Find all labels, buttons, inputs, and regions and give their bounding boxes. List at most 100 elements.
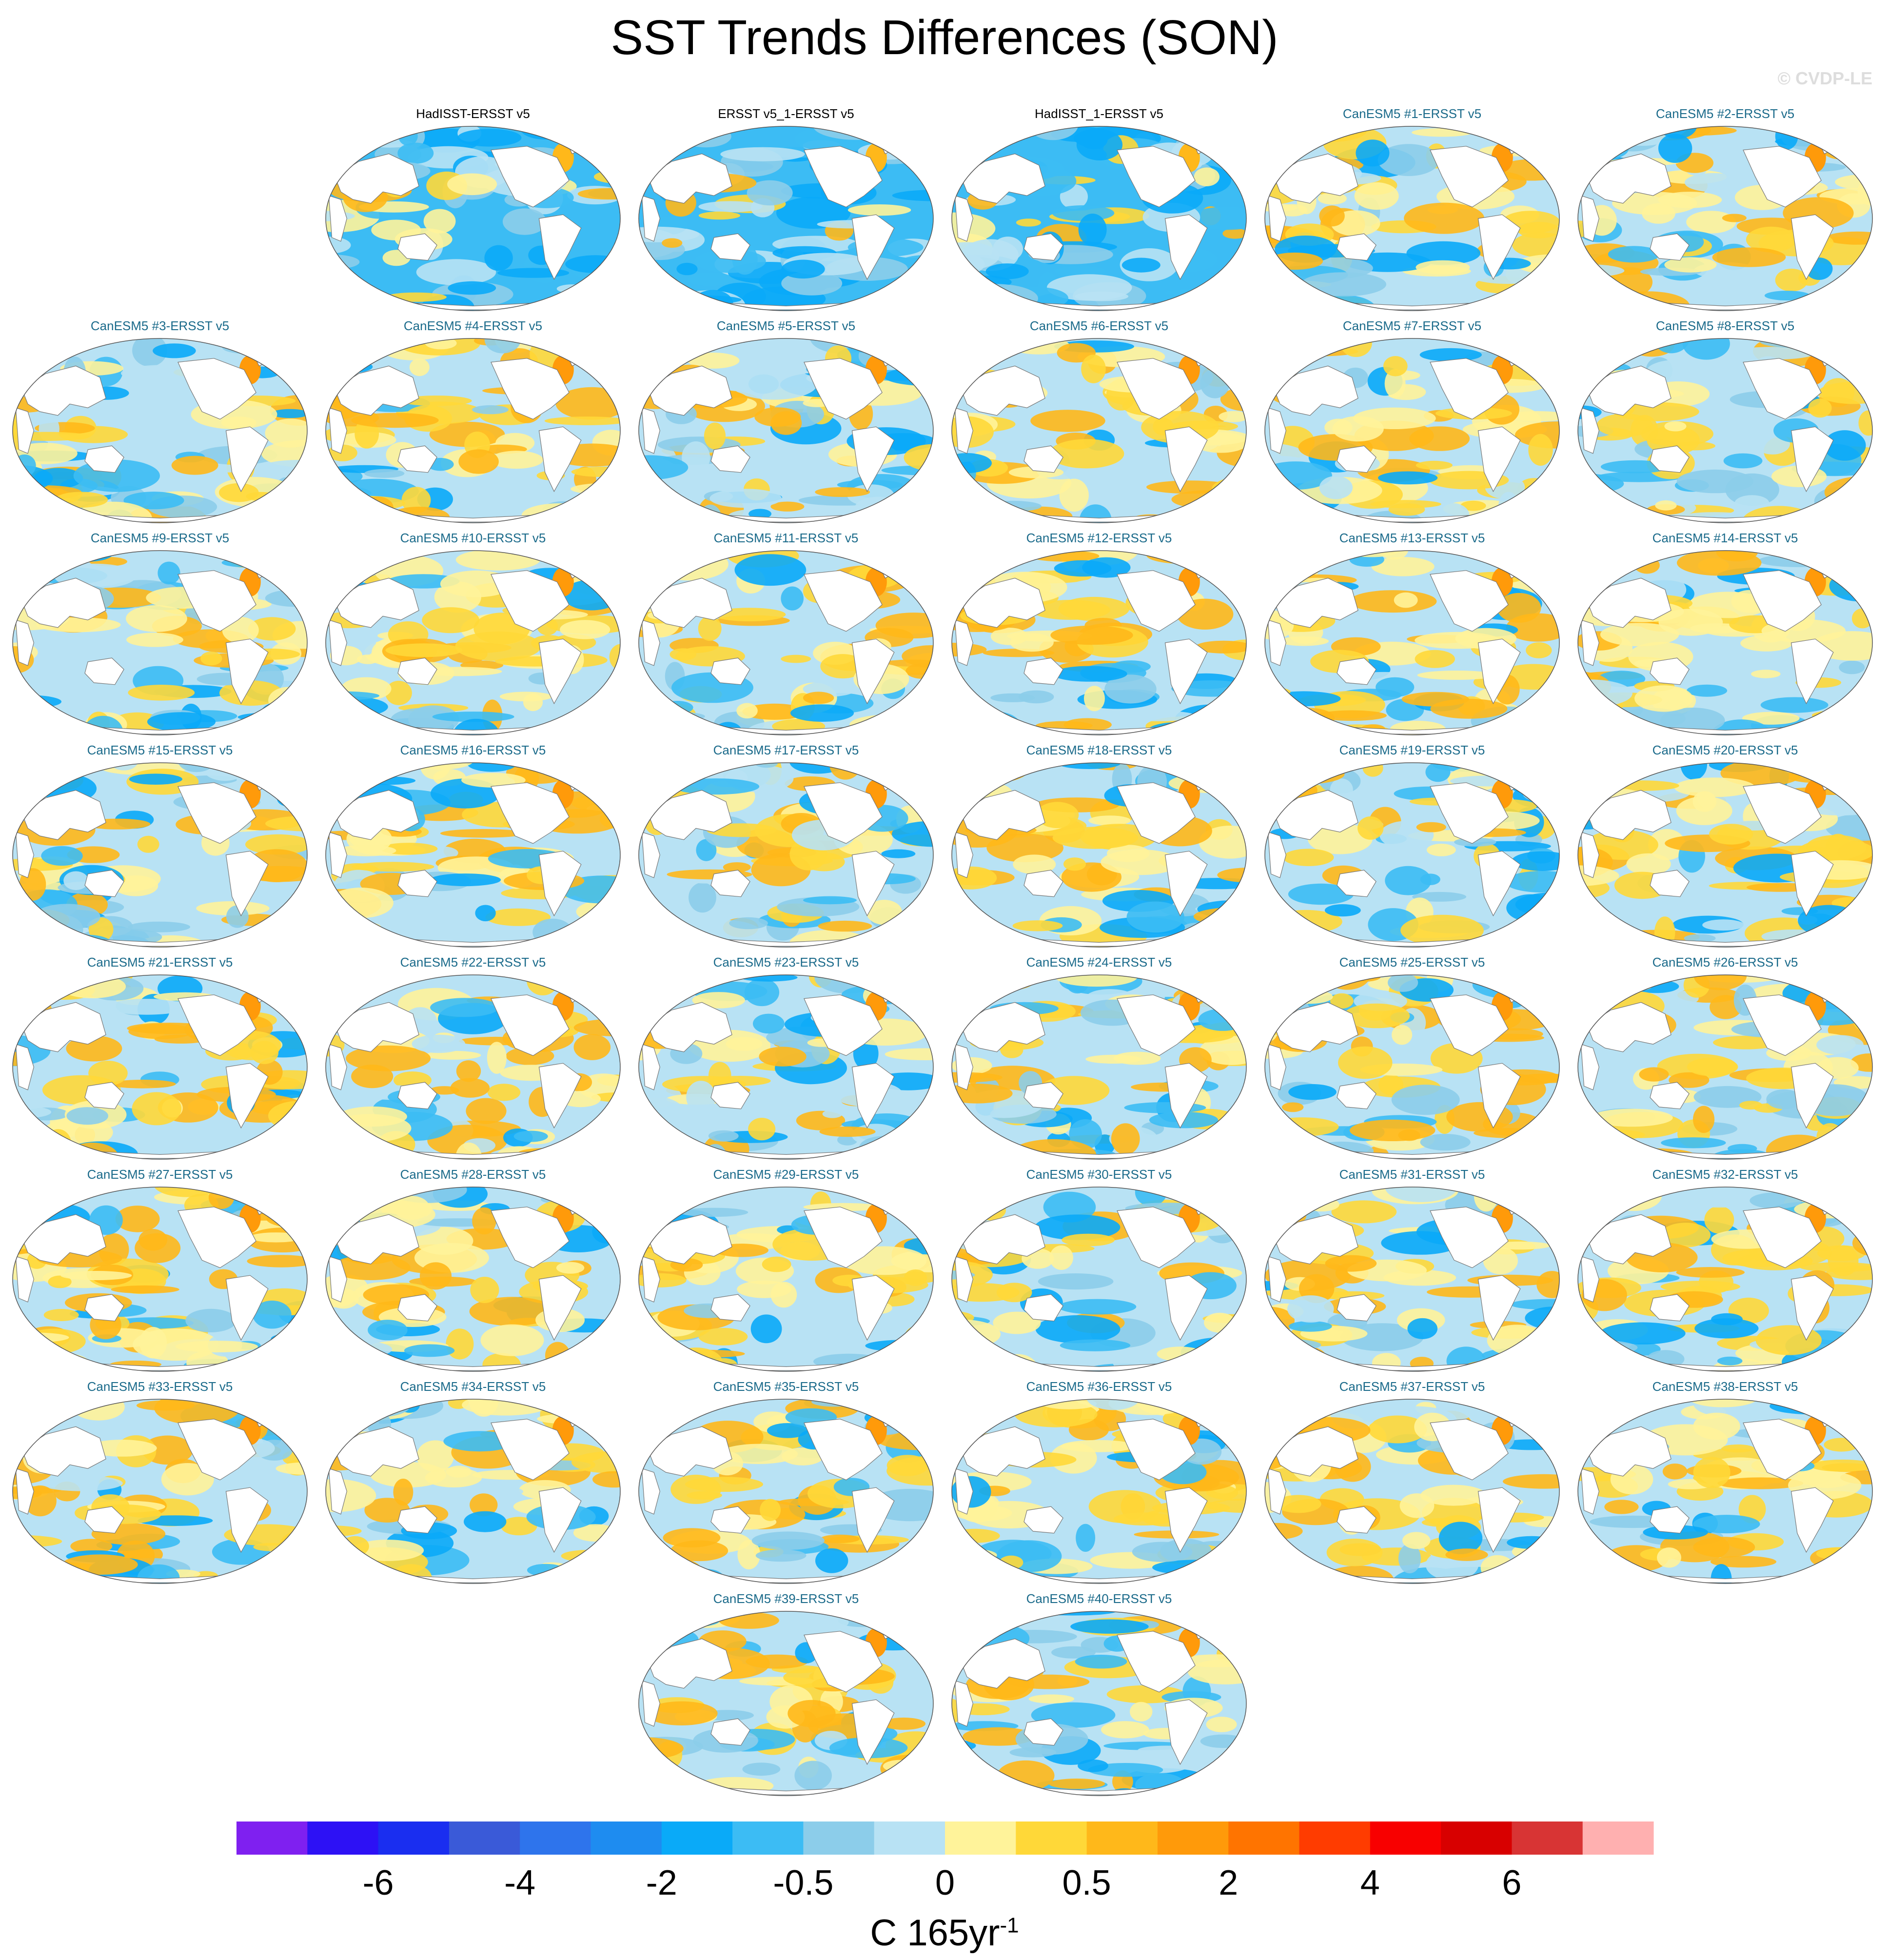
map-land xyxy=(1580,832,1599,878)
map-anomaly-blob xyxy=(1589,282,1624,309)
map xyxy=(1264,762,1560,948)
map-land xyxy=(1791,1275,1834,1341)
map-anomaly-blob xyxy=(1764,291,1810,301)
map-land xyxy=(1164,851,1208,917)
map-anomaly-blob xyxy=(425,338,457,350)
map-border xyxy=(325,1399,621,1584)
colorbar: -6 -4 -2 -0.5 0 0.5 2 4 6 xyxy=(236,1821,1654,1902)
map-anomaly-blob xyxy=(1398,1129,1420,1141)
colorbar-swatch xyxy=(874,1821,945,1855)
map-anomaly-blob xyxy=(1836,287,1872,310)
map-anomaly-blob xyxy=(1028,1694,1074,1703)
map-anomaly-blob xyxy=(1276,719,1325,735)
map-land xyxy=(1117,1631,1196,1693)
map xyxy=(951,974,1247,1160)
map-anomaly-blob xyxy=(1081,355,1106,383)
map-anomaly-blob xyxy=(1510,763,1550,785)
map-anomaly-blob xyxy=(1460,500,1486,511)
map-anomaly-blob xyxy=(1228,378,1246,387)
map-border xyxy=(1264,550,1560,735)
map-anomaly-blob xyxy=(1222,559,1246,576)
map-land xyxy=(954,1256,973,1303)
map-anomaly-blob xyxy=(1265,1549,1292,1568)
map xyxy=(638,762,934,948)
map-border xyxy=(1577,1187,1873,1372)
map-anomaly-blob xyxy=(744,978,780,1007)
map-anomaly-blob xyxy=(1849,925,1872,947)
map-anomaly-blob xyxy=(1612,192,1697,215)
map-land xyxy=(960,365,1045,416)
map-anomaly-blob xyxy=(1721,1444,1754,1453)
map-land xyxy=(647,790,732,840)
map-anomaly-blob xyxy=(419,1262,452,1290)
map-anomaly-blob xyxy=(1225,508,1246,522)
map-land xyxy=(1164,214,1208,280)
map-anomaly-blob xyxy=(249,1232,303,1243)
map-anomaly-blob xyxy=(362,496,394,519)
map-anomaly-blob xyxy=(1197,931,1246,947)
map-anomaly-blob xyxy=(1425,763,1451,782)
colorbar-tick-label: 2 xyxy=(1219,1863,1238,1902)
map-land xyxy=(1023,1294,1063,1322)
map-land xyxy=(21,577,106,628)
panel-title: CanESM5 #30-ERSST v5 xyxy=(1026,1167,1172,1182)
map-anomaly-blob xyxy=(856,1573,901,1584)
map-anomaly-blob xyxy=(416,259,496,285)
map-anomaly-blob xyxy=(458,449,499,474)
panel-title: CanESM5 #15-ERSST v5 xyxy=(87,743,233,757)
map-anomaly-blob xyxy=(221,416,256,429)
map-anomaly-blob xyxy=(1605,126,1661,152)
map-anomaly-blob xyxy=(1851,1410,1872,1433)
map-land xyxy=(84,870,124,897)
map-anomaly-blob xyxy=(420,763,451,780)
map-anomaly-blob xyxy=(1664,257,1717,273)
map-panel: CanESM5 #8-ERSST v5 xyxy=(1571,317,1879,529)
map xyxy=(638,1611,934,1796)
map-anomaly-blob xyxy=(1687,1399,1759,1407)
map-anomaly-blob xyxy=(1717,1356,1743,1366)
map-anomaly-blob xyxy=(1358,816,1384,840)
map-land xyxy=(1430,146,1509,208)
map-land xyxy=(1023,1718,1063,1746)
map-anomaly-blob xyxy=(1634,556,1660,574)
map-anomaly-blob xyxy=(13,1326,34,1350)
map-anomaly-blob xyxy=(13,581,30,606)
map-anomaly-blob xyxy=(1300,272,1386,297)
map-land xyxy=(960,577,1045,628)
map-anomaly-blob xyxy=(1578,344,1594,363)
colorbar-swatch xyxy=(1086,1821,1158,1855)
map-anomaly-blob xyxy=(1101,849,1181,875)
map-anomaly-blob xyxy=(1206,1717,1237,1732)
map-border xyxy=(325,550,621,735)
map-anomaly-blob xyxy=(1674,777,1755,797)
map-anomaly-blob xyxy=(1578,865,1619,887)
map-land xyxy=(1117,782,1196,844)
map-anomaly-blob xyxy=(1412,128,1473,137)
map-anomaly-blob xyxy=(267,1127,307,1141)
map-anomaly-blob xyxy=(1510,1299,1559,1310)
map-anomaly-blob xyxy=(770,411,802,435)
map-anomaly-blob xyxy=(952,1612,997,1623)
map-anomaly-blob xyxy=(603,1222,620,1239)
map-anomaly-blob xyxy=(1356,139,1390,167)
map-border xyxy=(638,1399,934,1584)
map-anomaly-blob xyxy=(1407,1318,1437,1339)
map-anomaly-blob xyxy=(472,405,509,415)
map-anomaly-blob xyxy=(1717,1477,1804,1489)
map-anomaly-blob xyxy=(1578,915,1594,927)
map-land xyxy=(84,1082,124,1109)
map-anomaly-blob xyxy=(1016,218,1041,227)
map-anomaly-blob xyxy=(1578,1336,1603,1358)
map-anomaly-blob xyxy=(1599,1322,1686,1345)
map-anomaly-blob xyxy=(1180,979,1229,994)
map-anomaly-blob xyxy=(646,1701,718,1725)
map-land xyxy=(1743,1419,1822,1481)
map-anomaly-blob xyxy=(1516,338,1559,352)
map-anomaly-blob xyxy=(571,1451,620,1473)
map-anomaly-blob xyxy=(1662,1464,1688,1480)
map-anomaly-blob xyxy=(952,1140,991,1159)
map-anomaly-blob xyxy=(1684,934,1716,943)
map-land xyxy=(491,146,570,208)
map-anomaly-blob xyxy=(726,1037,763,1051)
map-anomaly-blob xyxy=(1265,1193,1284,1217)
